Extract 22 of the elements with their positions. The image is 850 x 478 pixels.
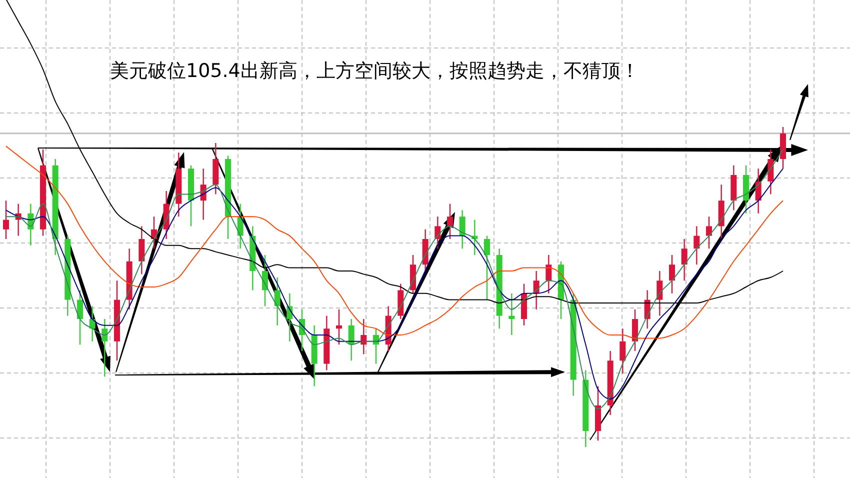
- candlestick: [77, 290, 83, 346]
- candlestick: [768, 148, 774, 195]
- candlestick: [336, 308, 342, 346]
- candlestick: [546, 254, 552, 294]
- candlestick: [694, 226, 700, 266]
- candlestick: [102, 318, 108, 378]
- candlestick: [681, 238, 688, 282]
- candlestick: [274, 276, 280, 326]
- candlestick: [669, 254, 675, 294]
- candlestick: [3, 200, 9, 240]
- candlestick: [620, 328, 626, 374]
- candlestick: [508, 292, 515, 336]
- candlestick: [706, 216, 712, 250]
- candlestick: [138, 226, 145, 275]
- chart-title: 美元破位105.4出新高，上方空间较大，按照趋势走，不猜顶！: [110, 60, 640, 82]
- candlestick: [434, 216, 441, 250]
- candlestick: [447, 203, 453, 240]
- candlestick: [632, 308, 638, 352]
- candlestick: [348, 318, 354, 362]
- candlestick: [656, 270, 663, 316]
- candlestick: [484, 235, 490, 300]
- candlestick: [459, 210, 466, 250]
